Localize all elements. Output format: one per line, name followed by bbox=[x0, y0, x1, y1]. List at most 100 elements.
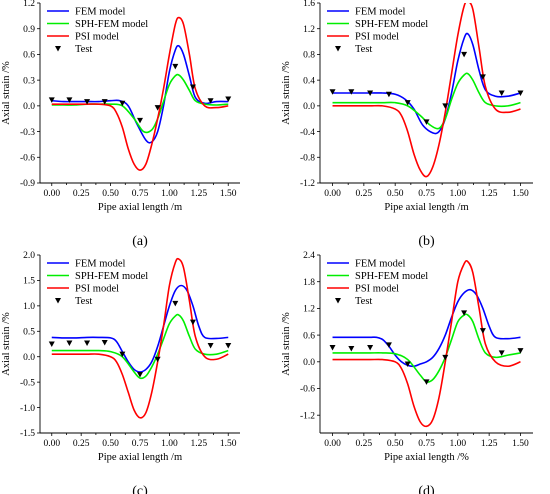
x-tick-label: 0.75 bbox=[418, 189, 435, 199]
y-tick-label: -1.2 bbox=[300, 179, 315, 189]
x-tick-label: 1.25 bbox=[481, 189, 498, 199]
y-tick-label: -1.5 bbox=[20, 429, 35, 439]
series-line-psi bbox=[332, 260, 521, 428]
legend-label: FEM model bbox=[75, 259, 126, 270]
legend-label: PSI model bbox=[75, 32, 119, 43]
test-point-marker bbox=[207, 343, 214, 349]
x-tick-label: 0.00 bbox=[324, 439, 341, 449]
x-tick-label: 0.00 bbox=[43, 439, 60, 449]
test-point-marker bbox=[385, 91, 392, 98]
test-point-marker bbox=[101, 99, 108, 105]
test-point-marker bbox=[498, 350, 505, 356]
test-point-marker bbox=[172, 300, 179, 307]
x-axis-title: Pipe axial length /m bbox=[98, 202, 182, 213]
x-axis-title: Pipe axial length /m bbox=[98, 452, 182, 463]
y-tick-label: -0.6 bbox=[20, 153, 35, 163]
test-point-marker bbox=[385, 342, 392, 348]
test-point-marker bbox=[154, 356, 161, 363]
y-axis-title: Axial strain /% bbox=[281, 61, 292, 125]
test-point-marker bbox=[442, 103, 449, 109]
y-tick-label: 0.8 bbox=[303, 51, 315, 61]
x-axis-title: Pipe axial length /m bbox=[384, 202, 468, 213]
series-line-sph bbox=[51, 313, 229, 380]
x-axis-title: Pipe axial length /% bbox=[384, 452, 469, 463]
legend-label: SPH-FEM model bbox=[355, 271, 428, 282]
x-tick-label: 0.50 bbox=[102, 439, 119, 449]
y-axis-title: Axial strain /% bbox=[1, 61, 12, 125]
test-point-marker bbox=[101, 339, 108, 346]
legend-label: Test bbox=[75, 296, 92, 307]
test-point-marker bbox=[84, 99, 91, 105]
test-point-marker bbox=[137, 117, 143, 124]
x-tick-label: 0.50 bbox=[102, 189, 119, 199]
y-tick-label: 1.2 bbox=[23, 0, 35, 9]
legend-swatch-test bbox=[55, 298, 61, 304]
x-tick-label: 0.75 bbox=[418, 439, 435, 449]
series-line-sph bbox=[332, 72, 521, 130]
x-tick-label: 0.25 bbox=[356, 439, 373, 449]
legend-label: PSI model bbox=[75, 284, 119, 295]
legend-label: SPH-FEM model bbox=[355, 19, 428, 30]
y-tick-label: 0.6 bbox=[303, 331, 315, 341]
test-point-marker bbox=[329, 89, 336, 95]
y-tick-label: 0.6 bbox=[23, 51, 35, 61]
legend-swatch-test bbox=[55, 46, 61, 52]
legend-label: SPH-FEM model bbox=[75, 271, 148, 282]
legend-label: FEM model bbox=[75, 7, 126, 18]
legend-label: SPH-FEM model bbox=[75, 19, 148, 30]
y-tick-label: -1.0 bbox=[20, 404, 35, 414]
x-tick-label: 1.50 bbox=[512, 189, 529, 199]
legend-swatch-test bbox=[335, 298, 341, 304]
x-tick-label: 0.50 bbox=[387, 439, 404, 449]
y-tick-label: 0.0 bbox=[23, 102, 35, 112]
test-point-marker bbox=[189, 319, 196, 326]
series-line-psi bbox=[51, 16, 229, 171]
legend-swatch-test bbox=[335, 46, 341, 52]
chart-panel-2: 0.00 0.25 0.50 0.75 1.00 1.25 1.50 -1.2 -0.8 -0.4… bbox=[281, 0, 533, 249]
y-tick-label: 1.0 bbox=[23, 302, 35, 312]
y-tick-label: 1.2 bbox=[303, 25, 315, 35]
test-point-marker bbox=[66, 340, 73, 346]
x-tick-label: 1.00 bbox=[450, 189, 467, 199]
y-tick-label: 0.0 bbox=[23, 353, 35, 363]
test-point-marker bbox=[207, 98, 214, 104]
chart-panel-1: 0.00 0.25 0.50 0.75 1.00 1.25 1.50 -0.9 -0.6 -0.3… bbox=[1, 0, 240, 249]
x-tick-label: 1.50 bbox=[220, 439, 237, 449]
x-tick-label: 0.75 bbox=[132, 189, 149, 199]
test-point-marker bbox=[442, 354, 449, 361]
legend-label: Test bbox=[75, 44, 92, 55]
legend-label: Test bbox=[355, 44, 372, 55]
y-tick-label: 1.6 bbox=[303, 0, 315, 9]
chart-panel-4: 0.00 0.25 0.50 0.75 1.00 1.25 1.50 -1.2 -0.6 0.0 0… bbox=[281, 251, 533, 494]
x-tick-label: 0.25 bbox=[73, 189, 90, 199]
x-tick-label: 0.00 bbox=[43, 189, 60, 199]
series-line-psi bbox=[51, 257, 229, 419]
test-point-marker bbox=[348, 89, 355, 95]
x-tick-label: 0.25 bbox=[73, 439, 90, 449]
y-tick-label: -1.2 bbox=[300, 411, 315, 421]
x-tick-label: 1.00 bbox=[161, 439, 178, 449]
y-tick-label: 1.2 bbox=[303, 305, 315, 315]
x-tick-label: 0.50 bbox=[387, 189, 404, 199]
test-point-marker bbox=[367, 345, 374, 351]
y-tick-label: 2.4 bbox=[303, 251, 315, 261]
y-tick-label: 1.5 bbox=[23, 277, 35, 287]
y-tick-label: -0.9 bbox=[20, 179, 35, 189]
panel-label: (b) bbox=[418, 234, 435, 249]
y-tick-label: 0.3 bbox=[23, 76, 35, 86]
test-point-marker bbox=[225, 96, 232, 102]
y-axis-title: Axial strain /% bbox=[281, 312, 292, 376]
y-tick-label: 0.0 bbox=[303, 358, 315, 368]
y-tick-label: -0.6 bbox=[300, 385, 315, 395]
legend-label: Test bbox=[355, 296, 372, 307]
y-axis-title: Axial strain /% bbox=[1, 312, 12, 376]
test-point-marker bbox=[404, 100, 411, 106]
x-tick-label: 0.75 bbox=[132, 439, 149, 449]
legend-label: PSI model bbox=[355, 32, 399, 43]
test-point-marker bbox=[154, 105, 161, 111]
test-point-marker bbox=[329, 345, 336, 351]
test-point-marker bbox=[48, 341, 55, 347]
y-tick-label: -0.4 bbox=[300, 128, 315, 138]
test-point-marker bbox=[479, 74, 486, 80]
